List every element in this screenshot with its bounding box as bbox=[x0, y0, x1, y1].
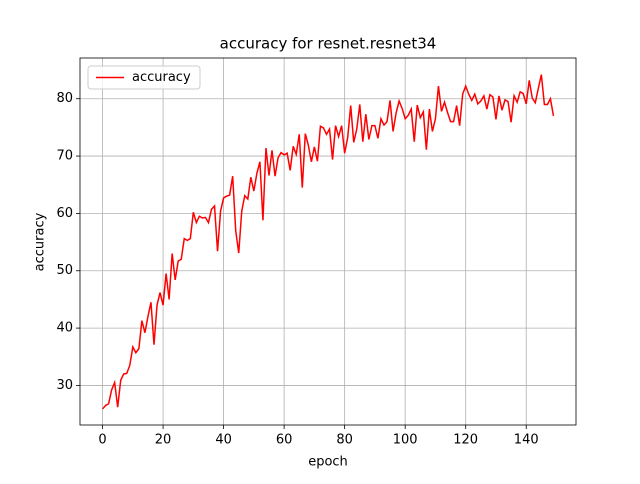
y-tick-label: 50 bbox=[56, 263, 73, 278]
x-axis-label: epoch bbox=[308, 455, 348, 470]
legend-label: accuracy bbox=[132, 70, 191, 85]
axes-frame bbox=[79, 57, 577, 426]
chart-title: accuracy for resnet.resnet34 bbox=[220, 35, 437, 53]
x-tick-label: 100 bbox=[393, 433, 418, 448]
x-tick-label: 140 bbox=[514, 433, 539, 448]
x-tick-label: 60 bbox=[276, 433, 293, 448]
x-tick-label: 120 bbox=[453, 433, 478, 448]
legend-box bbox=[87, 65, 201, 90]
x-tick-label: 40 bbox=[215, 433, 232, 448]
x-tick-label: 80 bbox=[336, 433, 353, 448]
y-tick-label: 60 bbox=[56, 206, 73, 221]
y-tick-label: 40 bbox=[56, 321, 73, 336]
y-tick-label: 80 bbox=[56, 91, 73, 106]
y-tick-label: 30 bbox=[56, 378, 73, 393]
x-tick-label: 20 bbox=[155, 433, 172, 448]
data-line bbox=[101, 74, 555, 410]
y-axis-label: accuracy bbox=[33, 212, 48, 271]
y-tick-label: 70 bbox=[56, 149, 73, 164]
x-tick-label: 0 bbox=[98, 433, 106, 448]
